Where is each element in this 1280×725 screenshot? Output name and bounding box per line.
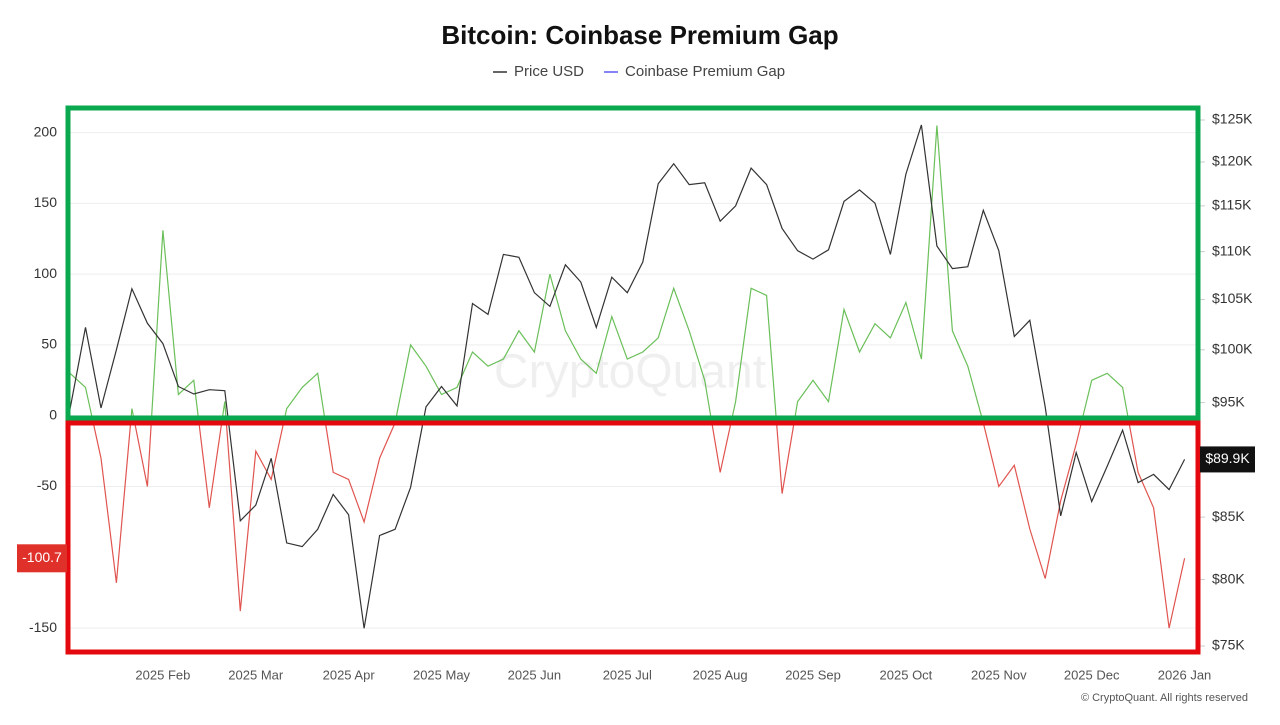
highlight-box-positive xyxy=(65,105,1201,421)
gap-last-label: -100.7 xyxy=(22,549,62,565)
y2-tick-label: $110K xyxy=(1212,242,1252,258)
y-tick-label: -50 xyxy=(37,477,57,493)
x-tick-label: 2025 May xyxy=(413,667,471,682)
x-tick-label: 2025 Dec xyxy=(1064,667,1120,682)
price-line xyxy=(69,124,1186,629)
credit: © CryptoQuant. All rights reserved xyxy=(1081,692,1248,704)
y-tick-label: 200 xyxy=(34,123,58,139)
y2-tick-label: $125K xyxy=(1212,111,1253,127)
y2-tick-label: $100K xyxy=(1212,340,1253,356)
x-tick-label: 2025 Mar xyxy=(228,667,284,682)
highlight-box-negative xyxy=(65,420,1201,655)
y2-tick-label: $75K xyxy=(1212,637,1245,653)
value-labels: $89.9K -100.7 xyxy=(17,446,1255,573)
x-tick-label: 2025 Nov xyxy=(971,667,1027,682)
y2-tick-label: $80K xyxy=(1212,570,1245,586)
y2-tick-label: $105K xyxy=(1212,290,1253,306)
x-tick-label: 2025 Jul xyxy=(603,667,652,682)
x-tick-label: 2026 Jan xyxy=(1158,667,1212,682)
legend-label: Price USD xyxy=(514,63,584,80)
legend: Price USD Coinbase Premium Gap xyxy=(493,63,785,80)
watermark: CryptoQuant xyxy=(494,346,766,399)
x-tick-label: 2025 Oct xyxy=(880,667,933,682)
plot-area: -150 -50 0 50 100 150 200 $75K $80K $85K $95K $100K… xyxy=(29,111,1253,683)
y2-tick-label: $85K xyxy=(1212,508,1245,524)
x-tick-label: 2025 Apr xyxy=(323,667,376,682)
y-tick-label: 50 xyxy=(41,336,57,352)
chart-title: Bitcoin: Coinbase Premium Gap xyxy=(441,20,838,50)
x-tick-label: 2025 Sep xyxy=(785,667,841,682)
x-tick-label: 2025 Jun xyxy=(508,667,562,682)
legend-label: Coinbase Premium Gap xyxy=(625,63,785,80)
x-tick-label: 2025 Feb xyxy=(135,667,190,682)
price-last-label: $89.9K xyxy=(1205,450,1250,466)
y-tick-label: 150 xyxy=(34,194,58,210)
gap-last-box xyxy=(17,544,67,573)
x-tick-label: 2025 Aug xyxy=(693,667,748,682)
y-tick-label: 100 xyxy=(34,265,58,281)
y2-tick-label: $95K xyxy=(1212,393,1245,409)
premium-gap-line xyxy=(69,125,1186,629)
y-tick-label: 0 xyxy=(49,406,57,422)
y-tick-label: -150 xyxy=(29,619,57,635)
y2-tick-label: $115K xyxy=(1212,197,1252,213)
price-last-box xyxy=(1200,446,1255,473)
y2-tick-label: $120K xyxy=(1212,153,1253,169)
